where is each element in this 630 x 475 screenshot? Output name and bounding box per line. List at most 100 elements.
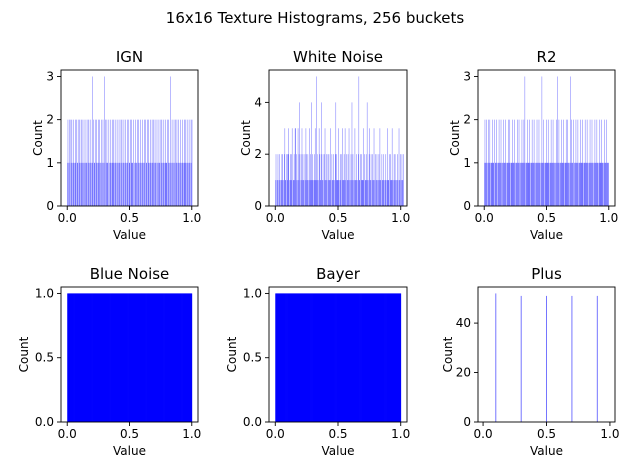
bar bbox=[107, 162, 109, 206]
bar bbox=[77, 162, 78, 206]
bar bbox=[576, 162, 577, 206]
bar bbox=[126, 293, 128, 422]
bar bbox=[140, 293, 142, 422]
bar bbox=[502, 162, 503, 206]
bar bbox=[69, 293, 71, 422]
bar bbox=[288, 293, 289, 422]
bar bbox=[606, 162, 608, 206]
bar bbox=[381, 154, 383, 206]
bar bbox=[529, 162, 531, 206]
plots-layer: 0.0 0.5 1.0 0 1 2 3 IGN Value Count 0.0 0.5 1.0 0 2 4 Wh… bbox=[17, 48, 619, 458]
bar bbox=[307, 293, 309, 422]
bar bbox=[144, 119, 145, 206]
bar bbox=[400, 293, 402, 422]
x-tick-label: 1.0 bbox=[600, 427, 619, 441]
bar bbox=[397, 293, 399, 422]
bar bbox=[287, 154, 289, 206]
bar bbox=[89, 293, 91, 422]
bar bbox=[102, 162, 103, 206]
bar bbox=[356, 180, 358, 206]
bar bbox=[493, 162, 494, 206]
bar bbox=[113, 293, 115, 422]
bar bbox=[323, 293, 325, 422]
bar bbox=[533, 119, 535, 206]
bar bbox=[299, 293, 301, 422]
x-tick-label: 0.5 bbox=[328, 427, 347, 441]
bar bbox=[372, 154, 373, 206]
bar bbox=[76, 293, 78, 422]
bar bbox=[114, 293, 116, 422]
bar bbox=[188, 119, 190, 206]
bar bbox=[299, 102, 300, 206]
bar bbox=[386, 293, 388, 422]
bar bbox=[517, 162, 519, 206]
bar bbox=[109, 162, 110, 206]
bar bbox=[399, 293, 401, 422]
bar bbox=[571, 119, 572, 206]
bar bbox=[289, 293, 291, 422]
bar bbox=[401, 154, 403, 206]
bar bbox=[370, 154, 372, 206]
bar bbox=[107, 162, 108, 206]
bar bbox=[115, 293, 117, 422]
bar bbox=[340, 180, 341, 206]
bar bbox=[379, 293, 381, 422]
bar bbox=[320, 293, 322, 422]
bar bbox=[136, 162, 137, 206]
bar bbox=[573, 119, 574, 206]
bar bbox=[394, 293, 396, 422]
bar bbox=[104, 162, 106, 206]
bar bbox=[94, 293, 96, 422]
bar bbox=[100, 162, 102, 206]
bar bbox=[312, 293, 313, 422]
bar bbox=[79, 162, 81, 206]
bar bbox=[326, 154, 327, 206]
bar bbox=[129, 162, 130, 206]
bar bbox=[369, 180, 371, 206]
bar bbox=[382, 293, 384, 422]
bar bbox=[331, 293, 333, 422]
bar bbox=[150, 119, 151, 206]
bar bbox=[101, 293, 103, 422]
bar bbox=[600, 162, 601, 206]
bar bbox=[158, 293, 160, 422]
x-tick-label: 1.0 bbox=[391, 427, 410, 441]
bar bbox=[171, 293, 173, 422]
bar bbox=[606, 119, 607, 206]
bar bbox=[352, 293, 354, 422]
bar bbox=[577, 119, 579, 206]
bar bbox=[383, 293, 385, 422]
bar bbox=[132, 293, 134, 422]
bar bbox=[313, 293, 314, 422]
bar bbox=[323, 180, 325, 206]
bar bbox=[339, 180, 340, 206]
bar bbox=[541, 76, 543, 206]
y-tick-label: 1 bbox=[46, 156, 54, 170]
bar bbox=[401, 180, 402, 206]
bar bbox=[357, 293, 358, 422]
bar bbox=[572, 162, 574, 206]
bar bbox=[508, 119, 509, 206]
bar bbox=[327, 293, 329, 422]
bar bbox=[167, 162, 169, 206]
bar bbox=[137, 293, 139, 422]
bar bbox=[163, 119, 165, 206]
bar bbox=[539, 162, 541, 206]
bar bbox=[105, 293, 107, 422]
bar bbox=[336, 154, 338, 206]
bar bbox=[121, 293, 123, 422]
bar bbox=[311, 293, 312, 422]
bar bbox=[283, 293, 285, 422]
bars bbox=[275, 76, 404, 206]
bar bbox=[567, 119, 568, 206]
bar bbox=[131, 162, 133, 206]
bar bbox=[314, 293, 316, 422]
bar bbox=[324, 293, 326, 422]
bar bbox=[330, 180, 332, 206]
bar bbox=[304, 293, 306, 422]
bar bbox=[312, 180, 314, 206]
bar bbox=[322, 154, 324, 206]
bar bbox=[153, 293, 155, 422]
bar bbox=[284, 293, 285, 422]
bar bbox=[282, 293, 284, 422]
